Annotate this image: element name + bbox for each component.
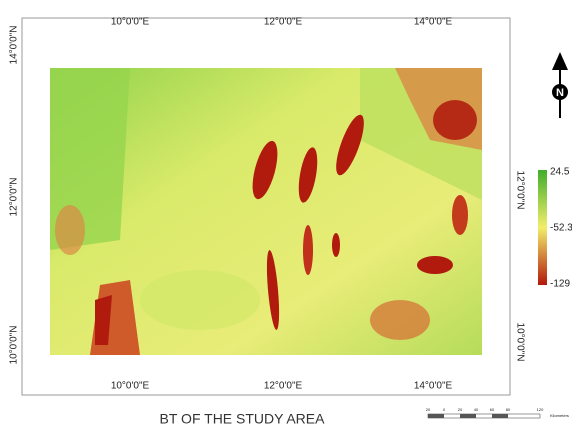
map-title: BT OF THE STUDY AREA (160, 411, 326, 427)
scale-tick: 0 (443, 407, 446, 412)
scale-tick: 20 (458, 407, 463, 412)
legend-label: 24.5 (550, 167, 570, 178)
scale-tick: 20 (426, 407, 431, 412)
raster (50, 68, 482, 355)
scale-unit: Kilometers (550, 413, 569, 418)
lat-label: 12°0'0"N (514, 171, 525, 210)
lon-label: 12°0'0"E (264, 381, 303, 392)
legend-label: -129 (550, 279, 570, 290)
legend-label: -52.3 (550, 223, 572, 234)
color-bar (538, 170, 547, 285)
lon-label: 14°0'0"E (414, 17, 453, 28)
scale-tick: 40 (474, 407, 479, 412)
scale-tick: 60 (490, 407, 495, 412)
lat-label: 12°0'0"N (9, 178, 20, 217)
lat-label: 10°0'0"N (514, 323, 525, 362)
scale-bar: 20 0 20 40 60 80 120 Kilometers (426, 407, 569, 418)
scale-tick: 80 (506, 407, 511, 412)
lon-label: 14°0'0"E (414, 381, 453, 392)
lon-label: 10°0'0"E (111, 17, 150, 28)
map-page: 10°0'0"E 12°0'0"E 14°0'0"E 10°0'0"E 12°0… (0, 0, 572, 430)
north-label: N (556, 87, 564, 99)
legend: 24.5 -52.3 -129 (538, 167, 572, 290)
lat-label: 14°0'0"N (9, 26, 20, 65)
lon-label: 10°0'0"E (111, 381, 150, 392)
lon-label: 12°0'0"E (264, 17, 303, 28)
north-arrow: N (552, 52, 568, 118)
lat-label: 10°0'0"N (9, 326, 20, 365)
scale-tick: 120 (537, 407, 544, 412)
